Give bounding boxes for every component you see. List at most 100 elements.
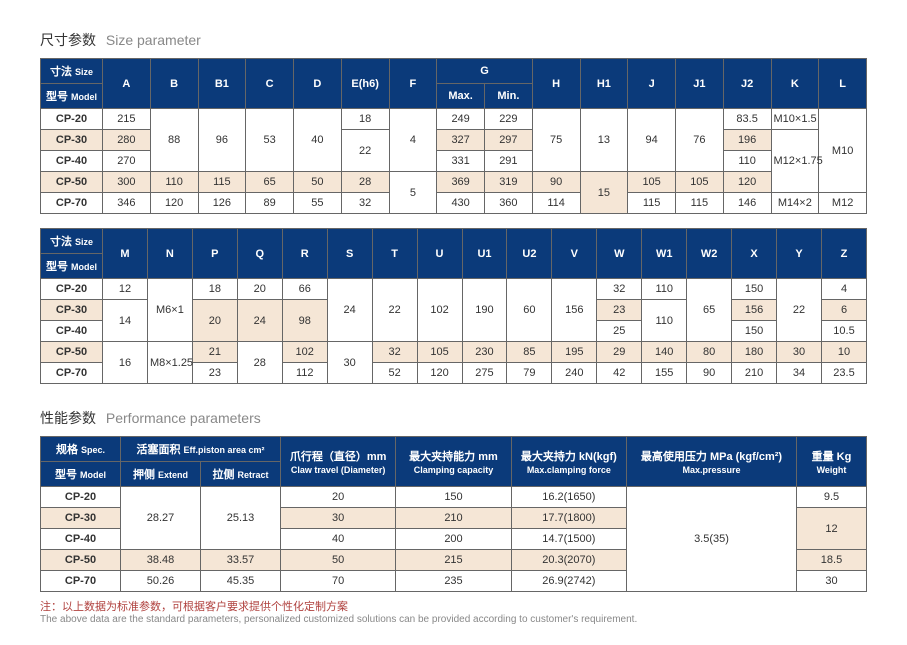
cell: 79: [507, 363, 552, 384]
cell-model: CP-40: [41, 151, 103, 172]
cell: 65: [687, 279, 732, 342]
cell: 29: [597, 342, 642, 363]
footnote-cn: 注：以上数据为标准参数，可根据客户要求提供个性化定制方案: [40, 598, 867, 614]
cell: 50: [294, 172, 342, 193]
cell: M8×1.25: [147, 342, 192, 384]
size-table-1: 寸法 Size A B B1 C D E(h6) F G H H1 J J1 J…: [40, 58, 867, 214]
hdr-C: C: [246, 59, 294, 109]
cell: 5: [389, 172, 437, 214]
cell: 15: [580, 172, 628, 214]
cell-model: CP-20: [41, 109, 103, 130]
cell: 20: [237, 279, 282, 300]
perf-table: 规格 Spec. 活塞面积 Eff.piston area cm² 爪行程（直径…: [40, 436, 867, 592]
cell: 25.13: [201, 487, 281, 550]
cell: M10×1.5: [771, 109, 819, 130]
cell: 22: [341, 130, 389, 172]
cell: 40: [294, 109, 342, 172]
cell: 89: [246, 193, 294, 214]
cell: 369: [437, 172, 485, 193]
cell: 20: [192, 300, 237, 342]
hdr-press: 最高使用压力 MPa (kgf/cm²)Max.pressure: [627, 437, 797, 487]
cell: 327: [437, 130, 485, 151]
hdr-E: E(h6): [341, 59, 389, 109]
cell: 32: [597, 279, 642, 300]
hdr-W2: W2: [687, 229, 732, 279]
cell: 53: [246, 109, 294, 172]
hdr-Z: Z: [822, 229, 867, 279]
cell: 70: [281, 571, 396, 592]
cell: 76: [676, 109, 724, 172]
cell: 120: [417, 363, 462, 384]
cell: 18: [341, 109, 389, 130]
cell: 14.7(1500): [511, 529, 626, 550]
cell: 240: [552, 363, 597, 384]
hdr-T: T: [372, 229, 417, 279]
cell: 215: [396, 550, 511, 571]
cell: 22: [372, 279, 417, 342]
hdr-weight: 重量 KgWeight: [797, 437, 867, 487]
hdr-R: R: [282, 229, 327, 279]
cell: 45.35: [201, 571, 281, 592]
hdr-B: B: [150, 59, 198, 109]
cell: 180: [732, 342, 777, 363]
cell-model: CP-40: [41, 321, 103, 342]
cell: 115: [676, 193, 724, 214]
cell: 34: [777, 363, 822, 384]
cell: 65: [246, 172, 294, 193]
cell: 50: [281, 550, 396, 571]
cell: 110: [150, 172, 198, 193]
cell: 275: [462, 363, 507, 384]
cell: 28: [237, 342, 282, 384]
cell: 28: [341, 172, 389, 193]
hdr-N: N: [147, 229, 192, 279]
table-row: CP-50 16 M8×1.25 21 28 102 30 32 105 230…: [41, 342, 867, 363]
cell: 105: [417, 342, 462, 363]
hdr-model: 型号 Model: [41, 254, 103, 279]
hdr-J: J: [628, 59, 676, 109]
cell: 126: [198, 193, 246, 214]
hdr-clamp: 最大夹持能力 mmClamping capacity: [396, 437, 511, 487]
cell-model: CP-20: [41, 279, 103, 300]
cell: 112: [282, 363, 327, 384]
cell: 80: [687, 342, 732, 363]
hdr-U1: U1: [462, 229, 507, 279]
cell-model: CP-50: [41, 342, 103, 363]
hdr-L: L: [819, 59, 867, 109]
cell: 297: [485, 130, 533, 151]
cell: 146: [723, 193, 771, 214]
cell: 270: [103, 151, 151, 172]
cell: 30: [777, 342, 822, 363]
cell: 10: [822, 342, 867, 363]
cell: 115: [198, 172, 246, 193]
cell: 6: [822, 300, 867, 321]
cell-model: CP-30: [41, 130, 103, 151]
cell: 105: [676, 172, 724, 193]
cell: 38.48: [121, 550, 201, 571]
cell: 195: [552, 342, 597, 363]
cell: 26.9(2742): [511, 571, 626, 592]
hdr-B1: B1: [198, 59, 246, 109]
cell: 12: [103, 279, 148, 300]
cell: 40: [281, 529, 396, 550]
cell-model: CP-30: [41, 300, 103, 321]
cell: 18.5: [797, 550, 867, 571]
cell: 24: [327, 279, 372, 342]
table-row: CP-20 12 M6×1 18 20 66 24 22 102 190 60 …: [41, 279, 867, 300]
cell: 21: [192, 342, 237, 363]
cell: 24: [237, 300, 282, 342]
hdr-spec: 规格 Spec.: [41, 437, 121, 462]
table-row: CP-50 300 110 115 65 50 28 5 369 319 90 …: [41, 172, 867, 193]
cell: 150: [732, 321, 777, 342]
cell: 60: [507, 279, 552, 342]
cell: 20.3(2070): [511, 550, 626, 571]
cell: 12: [797, 508, 867, 550]
cell: 88: [150, 109, 198, 172]
cell: 120: [150, 193, 198, 214]
section3-title-cn: 性能参数: [40, 410, 96, 426]
cell: 23: [597, 300, 642, 321]
cell: 96: [198, 109, 246, 172]
cell: 430: [437, 193, 485, 214]
cell-model: CP-40: [41, 529, 121, 550]
cell: 156: [552, 279, 597, 342]
cell: 3.5(35): [627, 487, 797, 592]
